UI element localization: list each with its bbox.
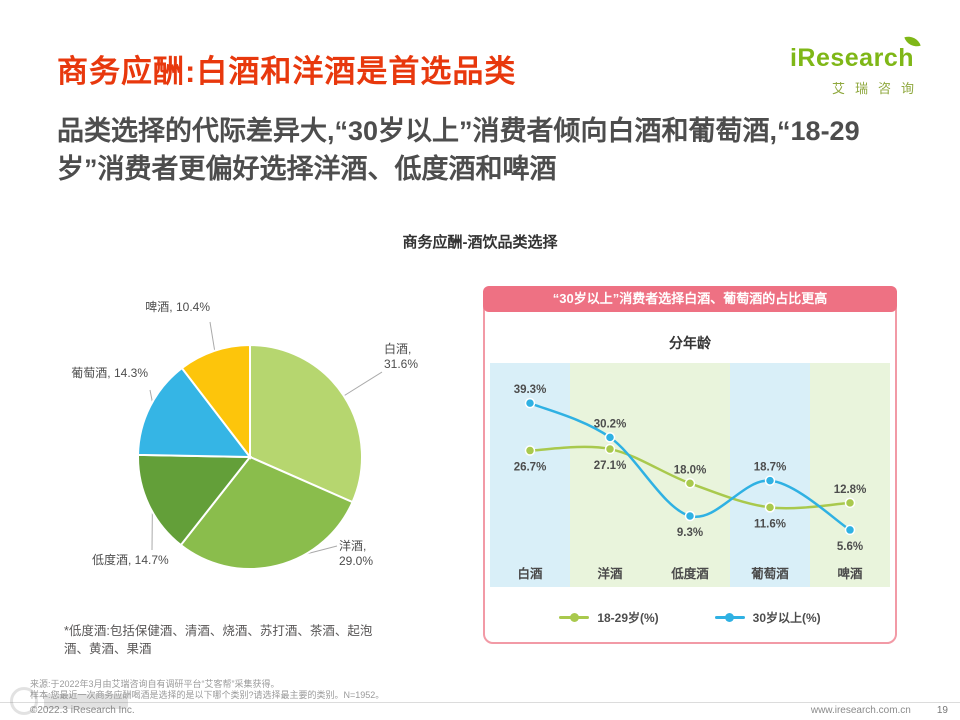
footer: ©2022.3 iResearch Inc. www.iresearch.com… (30, 705, 948, 716)
data-point (844, 497, 856, 509)
data-point (764, 502, 776, 513)
line-chart-box: 分年龄 白酒 洋酒 低度酒 葡萄酒 啤酒 26.7% 27.1% 18.0% 11.6% 12.8… (483, 299, 897, 644)
legend-line-icon (714, 613, 745, 622)
data-label: 18.7% (754, 462, 787, 474)
column-band (650, 363, 730, 587)
pie-leader-line (340, 371, 383, 399)
column-band (730, 363, 810, 587)
data-point (844, 524, 856, 536)
page-title: 商务应酬:白酒和洋酒是首选品类 (57, 54, 517, 89)
data-point (524, 445, 536, 456)
legend-item: 30岁以上(%) (714, 609, 821, 626)
iresearch-logo: iResearch 艾瑞咨询 (789, 33, 921, 97)
data-label: 9.3% (677, 527, 703, 539)
page-number: 19 (936, 705, 948, 716)
legend-label: 18-29岁(%) (597, 611, 659, 625)
category-label: 白酒 (517, 566, 543, 581)
source-block: 来源:于2022年3月由艾瑞咨询自有调研平台“艾客帮”采集获得。 样本:您最近一… (30, 679, 384, 701)
logo-chinese-name: 艾瑞咨询 (831, 81, 924, 96)
pie-label: 白酒, 31.6% (384, 342, 419, 371)
data-point (604, 432, 616, 443)
line-chart-title: 分年龄 (669, 335, 711, 351)
column-band (810, 363, 890, 587)
data-label: 11.6% (754, 518, 786, 530)
pie-slice-1 (179, 455, 354, 570)
footnote: *低度酒:包括保健酒、清酒、烧酒、苏打酒、茶酒、起泡酒、黄酒、果酒 (64, 624, 373, 656)
pie-slice-2 (137, 453, 253, 547)
watermark-icon (10, 687, 38, 715)
pie-slice-0 (249, 343, 363, 504)
pie-chart: 白酒, 31.6% 洋酒, 29.0% 低度酒, 14.7% 葡萄酒, 14.3% 啤酒… (60, 292, 460, 607)
column-band (570, 363, 650, 587)
data-label: 12.8% (834, 484, 867, 496)
pie-label: 洋酒, 29.0% (339, 539, 374, 568)
data-label: 39.3% (514, 384, 547, 396)
pie-slice-3 (137, 366, 253, 459)
copyright: ©2022.3 iResearch Inc. (30, 705, 135, 716)
legend: 18-29岁(%) 30岁以上(%) (490, 609, 890, 626)
data-point (684, 478, 696, 489)
source-line: 来源:于2022年3月由艾瑞咨询自有调研平台“艾客帮”采集获得。 (30, 679, 280, 689)
data-label: 5.6% (837, 541, 863, 553)
column-band (490, 363, 570, 587)
pie-chart-svg (137, 321, 383, 570)
legend-label: 30岁以上(%) (752, 611, 821, 625)
data-point (684, 510, 696, 522)
logo-brand-text: iResearch (789, 44, 914, 72)
data-point (524, 397, 536, 409)
highlight-banner: “30岁以上”消费者选择白酒、葡萄酒的占比更高 (483, 286, 897, 312)
watermark (10, 687, 128, 715)
figure-title: 商务应酬-酒饮品类选择 (402, 234, 558, 251)
data-label: 26.7% (514, 462, 547, 474)
legend-item: 18-29岁(%) (559, 609, 659, 626)
legend-dot-icon (569, 613, 579, 622)
data-point (764, 475, 776, 486)
data-label: 18.0% (674, 464, 707, 476)
category-label: 洋酒 (597, 566, 623, 581)
pie-leader-line (209, 321, 216, 355)
pie-label: 啤酒, 10.4% (145, 300, 210, 314)
footer-divider (0, 702, 960, 703)
subtitle: 品类选择的代际差异大,“30岁以上”消费者倾向白酒和葡萄酒,“18-29岁”消费… (57, 116, 860, 184)
category-label: 啤酒 (837, 566, 863, 581)
legend-line-icon (559, 613, 590, 622)
line-chart-svg: 白酒 洋酒 低度酒 葡萄酒 啤酒 26.7% 27.1% 18.0% 11.6% 12.8% 39.… (490, 363, 890, 587)
age-breakdown-panel: “30岁以上”消费者选择白酒、葡萄酒的占比更高 分年龄 白酒 洋酒 低度酒 葡萄酒 啤酒… (483, 286, 897, 644)
watermark-text (44, 693, 128, 709)
website: www.iresearch.com.cn (810, 705, 911, 716)
category-label: 葡萄酒 (750, 566, 789, 581)
data-label: 30.2% (594, 418, 627, 430)
legend-dot-icon (725, 613, 735, 622)
pie-label: 低度酒, 14.7% (92, 553, 169, 567)
sample-line: 样本:您最近一次商务应酬喝酒是选择的是以下哪个类别?请选择最主要的类别。N=19… (30, 690, 385, 700)
pie-slice-4 (180, 343, 251, 460)
data-label: 27.1% (594, 460, 627, 472)
data-point (604, 443, 616, 455)
pie-label: 葡萄酒, 14.3% (71, 366, 148, 380)
logo-brand: iResearch (789, 33, 921, 73)
category-label: 低度酒 (670, 566, 709, 581)
